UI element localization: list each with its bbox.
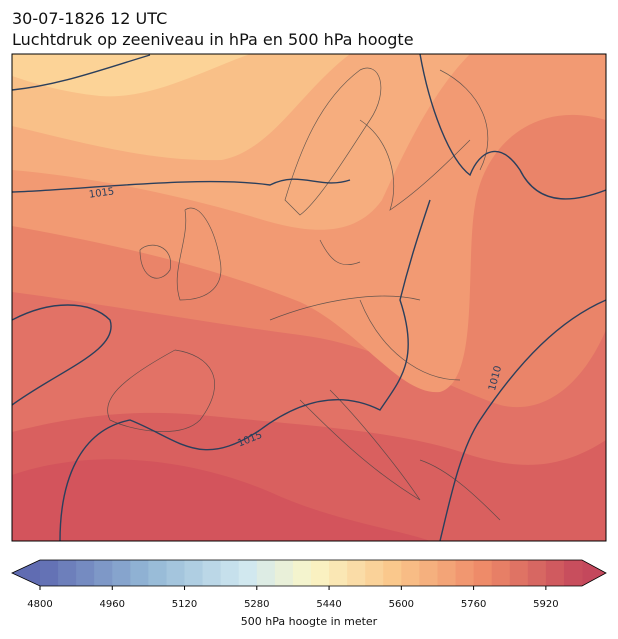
map <box>12 54 606 541</box>
colorbar-bin <box>238 560 258 586</box>
colorbar-bin <box>256 560 276 586</box>
colorbar-bin <box>148 560 167 586</box>
colorbar-bin <box>527 560 547 586</box>
isobar-label: 1015 <box>88 186 115 200</box>
colorbar-tick-label: 4960 <box>100 599 125 610</box>
colorbar-over <box>582 560 606 586</box>
map-title: Luchtdruk op zeeniveau in hPa en 500 hPa… <box>12 30 414 49</box>
colorbar-bin <box>58 560 77 586</box>
colorbar-tick-label: 5600 <box>389 599 414 610</box>
colorbar-bin <box>184 560 204 586</box>
colorbar-bin <box>112 560 131 586</box>
colorbar-tick-label: 5760 <box>461 599 486 610</box>
colorbar-tick-label: 5280 <box>244 599 269 610</box>
colorbar-bin <box>563 560 583 586</box>
colorbar-tick-label: 4800 <box>27 599 52 610</box>
colorbar-bin <box>545 560 565 586</box>
colorbar-tick-label: 5920 <box>533 599 558 610</box>
map-date: 30-07-1826 12 UTC <box>12 9 167 28</box>
colorbar-under <box>12 560 40 586</box>
colorbar-bin <box>292 560 312 586</box>
colorbar-bin <box>311 560 330 586</box>
colorbar-bin <box>329 560 348 586</box>
colorbar-bin <box>202 560 222 586</box>
colorbar-bin <box>419 560 438 586</box>
colorbar-bin <box>365 560 384 586</box>
colorbar-bin <box>94 560 113 586</box>
colorbar-bin <box>509 560 529 586</box>
colorbar-bin <box>401 560 420 586</box>
colorbar-bin <box>347 560 366 586</box>
colorbar-bin <box>437 560 457 586</box>
colorbar-outline <box>11 559 607 587</box>
colorbar-tick-label: 5120 <box>172 599 197 610</box>
colorbar-bin <box>473 560 493 586</box>
colorbar-bin <box>383 560 402 586</box>
colorbar-bin <box>166 560 186 586</box>
colorbar-label: 500 hPa hoogte in meter <box>241 615 378 628</box>
colorbar-bin <box>274 560 294 586</box>
colorbar-tick-label: 5440 <box>316 599 341 610</box>
colorbar-bin <box>455 560 475 586</box>
colorbar-bin <box>40 560 59 586</box>
colorbar-bin <box>130 560 149 586</box>
colorbar-bin <box>220 560 240 586</box>
map-frame <box>11 53 607 542</box>
colorbar-bin <box>491 560 511 586</box>
colorbar-bin <box>76 560 95 586</box>
